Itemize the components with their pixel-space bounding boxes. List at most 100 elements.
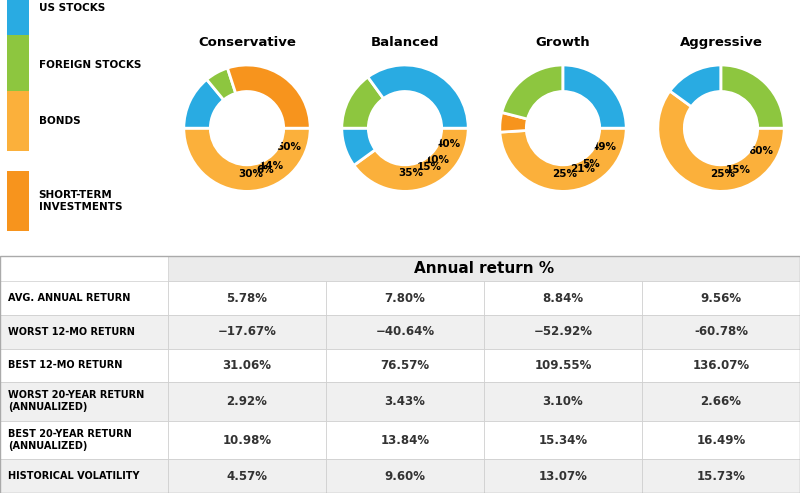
Text: 6%: 6%	[256, 165, 274, 175]
Wedge shape	[184, 79, 224, 128]
FancyBboxPatch shape	[484, 382, 642, 421]
FancyBboxPatch shape	[484, 282, 642, 315]
FancyBboxPatch shape	[484, 421, 642, 459]
Text: HISTORICAL VOLATILITY: HISTORICAL VOLATILITY	[8, 471, 139, 481]
Text: 31.06%: 31.06%	[222, 359, 271, 372]
Text: 109.55%: 109.55%	[534, 359, 592, 372]
Text: 5%: 5%	[582, 159, 600, 169]
Title: Growth: Growth	[536, 36, 590, 49]
Text: 13.07%: 13.07%	[538, 470, 587, 483]
Text: 15%: 15%	[726, 165, 751, 175]
Text: −52.92%: −52.92%	[534, 325, 593, 338]
FancyBboxPatch shape	[642, 459, 800, 493]
FancyBboxPatch shape	[326, 315, 484, 349]
FancyBboxPatch shape	[168, 256, 800, 282]
Circle shape	[684, 92, 758, 165]
Text: 136.07%: 136.07%	[693, 359, 750, 372]
Text: US STOCKS: US STOCKS	[38, 3, 105, 13]
Text: 76.57%: 76.57%	[381, 359, 430, 372]
Text: 16.49%: 16.49%	[696, 433, 746, 447]
Text: SHORT-TERM
INVESTMENTS: SHORT-TERM INVESTMENTS	[38, 189, 122, 212]
Text: 40%: 40%	[435, 139, 460, 149]
FancyBboxPatch shape	[6, 171, 29, 231]
FancyBboxPatch shape	[642, 315, 800, 349]
Text: 30%: 30%	[238, 169, 263, 178]
FancyBboxPatch shape	[484, 349, 642, 382]
FancyBboxPatch shape	[484, 315, 642, 349]
FancyBboxPatch shape	[168, 315, 326, 349]
Circle shape	[210, 92, 284, 165]
Text: 14%: 14%	[259, 161, 284, 172]
FancyBboxPatch shape	[0, 382, 168, 421]
FancyBboxPatch shape	[326, 459, 484, 493]
Text: 13.84%: 13.84%	[381, 433, 430, 447]
Text: BEST 20-YEAR RETURN
(ANNUALIZED): BEST 20-YEAR RETURN (ANNUALIZED)	[8, 429, 132, 451]
Text: 5.78%: 5.78%	[226, 291, 267, 305]
Text: 21%: 21%	[570, 164, 595, 174]
Wedge shape	[721, 65, 784, 128]
Text: 2.92%: 2.92%	[226, 395, 267, 408]
FancyBboxPatch shape	[168, 421, 326, 459]
FancyBboxPatch shape	[484, 459, 642, 493]
FancyBboxPatch shape	[0, 421, 168, 459]
Wedge shape	[184, 128, 310, 191]
Text: 3.43%: 3.43%	[385, 395, 426, 408]
FancyBboxPatch shape	[6, 0, 29, 38]
FancyBboxPatch shape	[6, 35, 29, 95]
Text: 49%: 49%	[592, 142, 617, 152]
FancyBboxPatch shape	[168, 282, 326, 315]
Text: 60%: 60%	[748, 146, 773, 156]
FancyBboxPatch shape	[642, 349, 800, 382]
Text: 15.34%: 15.34%	[538, 433, 587, 447]
Text: BONDS: BONDS	[38, 116, 80, 126]
Wedge shape	[206, 68, 236, 100]
Text: 10%: 10%	[425, 155, 450, 165]
Text: 25%: 25%	[710, 169, 735, 178]
Text: 4.57%: 4.57%	[226, 470, 267, 483]
FancyBboxPatch shape	[0, 349, 168, 382]
FancyBboxPatch shape	[642, 282, 800, 315]
Circle shape	[368, 92, 442, 165]
Text: −40.64%: −40.64%	[375, 325, 434, 338]
Wedge shape	[502, 65, 563, 119]
Text: WORST 20-YEAR RETURN
(ANNUALIZED): WORST 20-YEAR RETURN (ANNUALIZED)	[8, 390, 144, 413]
Text: WORST 12-MO RETURN: WORST 12-MO RETURN	[8, 327, 135, 337]
FancyBboxPatch shape	[326, 349, 484, 382]
Text: 2.66%: 2.66%	[701, 395, 742, 408]
Text: 9.60%: 9.60%	[385, 470, 426, 483]
Wedge shape	[227, 65, 310, 128]
Wedge shape	[368, 65, 468, 128]
Wedge shape	[342, 77, 383, 128]
Text: Annual return %: Annual return %	[414, 261, 554, 276]
FancyBboxPatch shape	[642, 382, 800, 421]
FancyBboxPatch shape	[0, 459, 168, 493]
FancyBboxPatch shape	[326, 421, 484, 459]
Wedge shape	[670, 65, 721, 106]
FancyBboxPatch shape	[642, 421, 800, 459]
Text: 35%: 35%	[398, 168, 423, 178]
Text: 9.56%: 9.56%	[701, 291, 742, 305]
Wedge shape	[354, 128, 468, 191]
Circle shape	[526, 92, 600, 165]
Text: −17.67%: −17.67%	[218, 325, 277, 338]
Wedge shape	[563, 65, 626, 128]
FancyBboxPatch shape	[168, 349, 326, 382]
Text: 25%: 25%	[553, 169, 578, 178]
FancyBboxPatch shape	[168, 382, 326, 421]
Wedge shape	[500, 128, 626, 191]
Text: 10.98%: 10.98%	[222, 433, 271, 447]
FancyBboxPatch shape	[168, 459, 326, 493]
Text: -60.78%: -60.78%	[694, 325, 748, 338]
Text: 15.73%: 15.73%	[697, 470, 746, 483]
Text: 8.84%: 8.84%	[542, 291, 583, 305]
Text: BEST 12-MO RETURN: BEST 12-MO RETURN	[8, 360, 122, 370]
Text: 50%: 50%	[276, 142, 301, 152]
FancyBboxPatch shape	[326, 382, 484, 421]
FancyBboxPatch shape	[0, 282, 168, 315]
FancyBboxPatch shape	[326, 282, 484, 315]
Title: Balanced: Balanced	[370, 36, 439, 49]
Wedge shape	[658, 91, 784, 191]
FancyBboxPatch shape	[0, 315, 168, 349]
Title: Conservative: Conservative	[198, 36, 296, 49]
Text: 3.10%: 3.10%	[542, 395, 583, 408]
